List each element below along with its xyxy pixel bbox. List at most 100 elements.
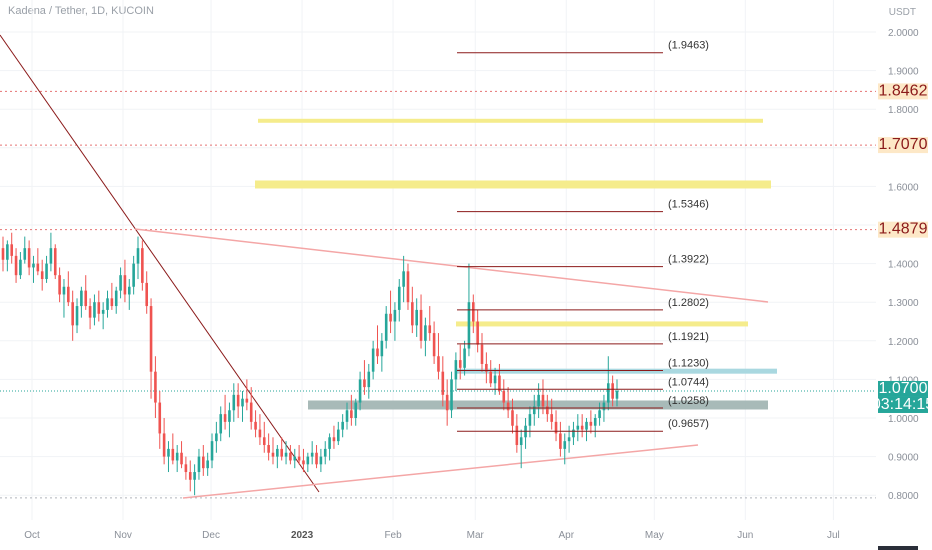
- candle-body: [411, 302, 414, 326]
- candle-body: [88, 306, 92, 318]
- candle-body: [502, 390, 506, 403]
- y-tick-label: 1.0000: [888, 414, 919, 425]
- candle-body: [498, 375, 501, 391]
- candle-body: [40, 271, 44, 280]
- candle-body: [511, 410, 514, 426]
- price-tag-bg: [878, 137, 928, 154]
- x-tick-label: Nov: [114, 530, 132, 541]
- candle-body: [280, 448, 283, 457]
- candle-body: [297, 456, 301, 461]
- candle-body: [384, 313, 388, 341]
- candle-body: [589, 421, 593, 426]
- x-axis: Oct Nov Dec 2023 Feb Mar Apr May Jun Jul: [24, 530, 918, 550]
- candle-body: [358, 379, 362, 403]
- candle-body: [219, 414, 223, 434]
- yellow-zone: [258, 118, 763, 123]
- candle-body: [241, 398, 244, 407]
- candle-body: [585, 421, 588, 430]
- price-tag: 1.8462: [879, 82, 928, 99]
- y-tick-label: 1.8000: [888, 105, 919, 116]
- candle-body: [402, 271, 405, 287]
- candle-body: [202, 456, 205, 469]
- candle-body: [406, 271, 410, 303]
- currency-label: USDT: [888, 7, 916, 18]
- candle-body: [184, 464, 188, 473]
- candle-body: [432, 333, 436, 357]
- y-tick-label: 1.4000: [888, 260, 919, 271]
- candle-body: [175, 452, 179, 461]
- x-tick-label: May: [645, 530, 664, 541]
- candle-body: [537, 394, 540, 407]
- yellow-zone: [255, 180, 771, 189]
- candle-body: [371, 348, 375, 372]
- fib-label: (1.3922): [668, 254, 709, 266]
- price-tag-bg: [878, 83, 928, 100]
- candle-body: [127, 286, 131, 295]
- fib-label: (1.2802): [668, 297, 709, 309]
- y-tick-label: 1.6000: [888, 182, 919, 193]
- candle-body: [437, 356, 440, 372]
- candle-body: [45, 263, 48, 280]
- candle-body: [210, 441, 214, 461]
- fib-label: (1.5346): [668, 199, 709, 211]
- candle-body: [602, 402, 606, 411]
- candle-body: [71, 302, 74, 326]
- candle-body: [463, 348, 466, 368]
- candle-body: [215, 433, 218, 442]
- cyan-zone: [457, 368, 777, 374]
- candle-body: [389, 313, 392, 322]
- x-tick-label: Jul: [827, 530, 840, 541]
- y-tick-label: 1.1000: [888, 375, 919, 386]
- candle-body: [454, 360, 458, 380]
- fib-label: (1.1921): [668, 331, 709, 343]
- candle-body: [58, 275, 61, 295]
- candle-body: [393, 309, 397, 322]
- candle-body: [546, 406, 549, 415]
- candle-body: [541, 394, 545, 407]
- candle-body: [315, 452, 318, 465]
- countdown-tag: 03:14:15: [872, 396, 932, 413]
- candle-body: [293, 456, 297, 461]
- candle-body: [162, 433, 166, 457]
- candle-body: [262, 437, 266, 446]
- grid: [0, 0, 876, 520]
- current-price-tag: 1.0700: [879, 380, 928, 397]
- candle-body: [167, 448, 170, 457]
- candle-body: [476, 321, 479, 345]
- candle-body: [554, 421, 558, 434]
- fib-label: (0.9657): [668, 418, 709, 430]
- candle-body: [145, 282, 149, 307]
- candle-body: [345, 410, 349, 422]
- candle-body: [615, 390, 619, 399]
- candle-body: [332, 437, 336, 442]
- y-tick-label: 1.2000: [888, 337, 919, 348]
- x-tick-label: 2023: [291, 530, 314, 541]
- candle-body: [32, 263, 35, 268]
- candle-body: [254, 421, 257, 430]
- candle-body: [267, 445, 270, 453]
- candle-body: [506, 402, 510, 411]
- candle-body: [75, 306, 79, 326]
- candle-body: [445, 394, 449, 411]
- candle-body: [197, 456, 201, 473]
- candle-body: [528, 414, 532, 426]
- axis-handle: [878, 546, 918, 550]
- candle-body: [319, 456, 323, 465]
- candle-body: [567, 437, 571, 442]
- candle-body: [249, 402, 253, 422]
- candle-body: [123, 275, 127, 295]
- candle-body: [106, 298, 109, 310]
- candle-body: [310, 452, 314, 457]
- candle-body: [132, 263, 135, 287]
- y-tick-label: 0.8000: [888, 491, 919, 502]
- candle-body: [101, 309, 105, 314]
- candle-body: [276, 448, 279, 457]
- candle-body: [337, 429, 340, 442]
- candle-body: [593, 418, 597, 426]
- candles: [1, 232, 619, 496]
- fib-label: (1.0258): [668, 395, 709, 407]
- candle-body: [206, 460, 209, 469]
- candle-body: [114, 290, 118, 307]
- candle-body: [380, 340, 384, 357]
